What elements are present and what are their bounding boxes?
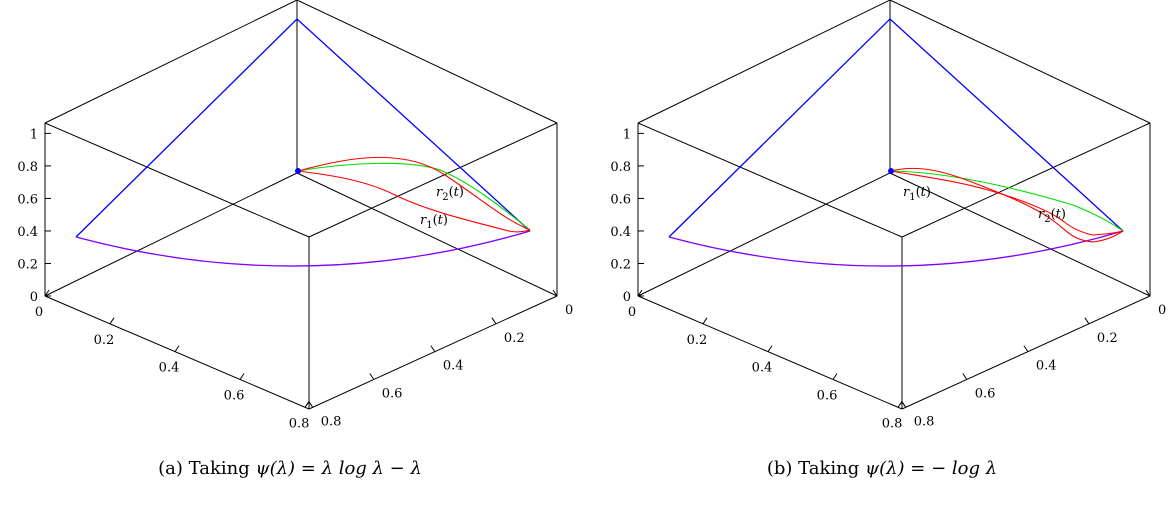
panel-a-x-tick-label: 0: [35, 305, 43, 320]
panel-a-box-edge: [308, 295, 558, 410]
panel-b-box-edge: [637, 0, 891, 124]
panel-a-y-tick-label: 0.4: [443, 359, 464, 374]
panel-a-x-tick-label: 0.4: [159, 361, 180, 376]
panel-a-z-tick-label: 0: [30, 290, 38, 305]
panel-b-z-tick-label: 1: [623, 127, 631, 142]
panel-a-red-curve-1: [297, 156, 531, 231]
panel-a-box-edge: [296, 0, 558, 124]
panel-b-start-point: [888, 168, 894, 174]
panel-a-x-tick-label: 0.8: [289, 416, 310, 431]
panel-b-axes-box: [637, 0, 1151, 410]
panel-b-green-curve: [890, 170, 1124, 232]
panel-b-x-tick-mark: [637, 289, 643, 297]
panel-a-simplex-edges: [75, 18, 531, 238]
panel-b-box-edge: [637, 172, 891, 297]
panel-b-x-tick-label: 0.8: [882, 416, 903, 431]
panel-b-box-edge: [637, 122, 903, 238]
panel-b-box-edge: [889, 0, 1151, 124]
panel-a-x-tick-mark: [44, 289, 50, 297]
panel-a-box-edge: [44, 0, 298, 124]
panel-b-x-tick-label: 0: [628, 305, 636, 320]
panel-b-y-tick-label: 0.6: [975, 386, 996, 401]
panel-a-x-tick-mark: [174, 345, 180, 352]
panel-b-y-tick-mark: [901, 401, 907, 408]
panel-b-x-tick-mark: [767, 345, 773, 352]
panel-b-simplex-edges: [668, 18, 1124, 238]
panel-b-x-tick-label: 0.2: [687, 333, 708, 348]
panel-b-box-edge: [889, 172, 1151, 297]
panel-b-y-tick-mark: [1145, 289, 1151, 297]
panel-b-curve-label: r2(t): [1038, 207, 1066, 225]
panel-a-x-tick-mark: [304, 401, 310, 408]
panel-b-z-tick-label: 0.4: [610, 225, 631, 240]
panel-b-y-tick-label: 0: [1158, 303, 1166, 318]
caption-a-math: ψ(λ) = λ log λ − λ: [255, 458, 422, 479]
panel-b-z-tick-label: 0: [623, 290, 631, 305]
panel-a-box-edge: [308, 122, 558, 238]
panel-b-y-tick-mark: [1084, 317, 1090, 325]
subfigure-a-plot: 0 0.2 0.4 0.6 0.8 1 0 0.2 0.4 0.6 0.8 0 0.2 0.4 0.6 0.8…: [17, 0, 573, 431]
panel-a-start-point: [295, 168, 301, 174]
panel-a-boundary-arc: [75, 230, 531, 267]
panel-a-curve-label: r1(t): [420, 213, 448, 231]
panel-b-y-tick-label: 0.2: [1097, 331, 1118, 346]
panel-a-y-tick-mark: [308, 401, 314, 408]
panel-a-y-tick-mark: [369, 373, 375, 380]
caption-b: (b) Taking ψ(λ) = − log λ: [602, 458, 1162, 479]
panel-a-y-tick-mark: [491, 317, 497, 325]
panel-b-x-tick-mark: [897, 401, 903, 408]
panel-a-x-tick-label: 0.6: [224, 388, 245, 403]
caption-b-math: ψ(λ) = − log λ: [865, 458, 998, 479]
panel-b-boundary-arc: [668, 230, 1124, 267]
caption-a-prefix: Taking: [188, 458, 250, 479]
caption-a-label: (a): [158, 458, 183, 479]
panel-b-box-edge: [901, 295, 1151, 410]
panel-a-x-tick-label: 0.2: [94, 333, 115, 348]
panel-b-x-tick-mark: [832, 373, 838, 380]
panel-a-z-tick-label: 0.2: [17, 257, 38, 272]
panel-a-z-tick-label: 0.8: [17, 160, 38, 175]
panel-b-box-edge: [637, 295, 903, 410]
caption-b-label: (b): [766, 458, 793, 479]
panel-a-z-tick-label: 0.4: [17, 225, 38, 240]
subfigure-b-plot: 0 0.2 0.4 0.6 0.8 1 0 0.2 0.4 0.6 0.8 0 0.2 0.4 0.6 0.8…: [610, 0, 1166, 431]
panel-b-curve-label: r1(t): [903, 185, 931, 203]
panel-a-box-edge: [296, 172, 558, 297]
panel-b-x-tick-label: 0.6: [817, 388, 838, 403]
panel-b-red-curve-1: [890, 167, 1124, 243]
panel-b-box-edge: [901, 122, 1151, 238]
panel-b-y-tick-mark: [962, 373, 968, 380]
caption-a: (a) Taking ψ(λ) = λ log λ − λ: [10, 458, 570, 479]
panel-b-z-tick-label: 0.8: [610, 160, 631, 175]
panel-b-y-tick-label: 0.8: [914, 414, 935, 429]
panel-a-y-tick-label: 0.8: [321, 414, 342, 429]
panel-a-y-tick-label: 0.2: [504, 331, 525, 346]
panel-b-red-curve-2: [890, 170, 1124, 236]
panel-b-z-tick-label: 0.6: [610, 192, 631, 207]
panel-a-y-tick-mark: [430, 345, 436, 352]
panel-a-curve-label: r2(t): [436, 185, 464, 203]
panel-b-y-tick-mark: [1023, 345, 1029, 352]
panel-b-z-tick-label: 0.2: [610, 257, 631, 272]
panel-b-x-tick-label: 0.4: [752, 361, 773, 376]
panel-a-x-tick-mark: [239, 373, 245, 380]
panel-a-y-tick-mark: [552, 289, 558, 297]
panel-b-x-tick-mark: [702, 317, 708, 325]
caption-b-prefix: Taking: [798, 458, 860, 479]
panel-a-box-edge: [44, 172, 298, 297]
panel-a-box-edge: [44, 122, 310, 238]
panel-a-green-curve: [297, 162, 531, 231]
panel-a-x-tick-mark: [109, 317, 115, 325]
panel-a-z-tick-label: 1: [30, 127, 38, 142]
panel-a-z-tick-label: 0.6: [17, 192, 38, 207]
panel-a-y-tick-label: 0.6: [382, 386, 403, 401]
panel-a-y-tick-label: 0: [565, 303, 573, 318]
panel-a-axes-box: [44, 0, 558, 410]
panel-a-red-curve-2: [297, 170, 531, 233]
panel-a-box-edge: [44, 295, 310, 410]
panel-b-y-tick-label: 0.4: [1036, 359, 1057, 374]
